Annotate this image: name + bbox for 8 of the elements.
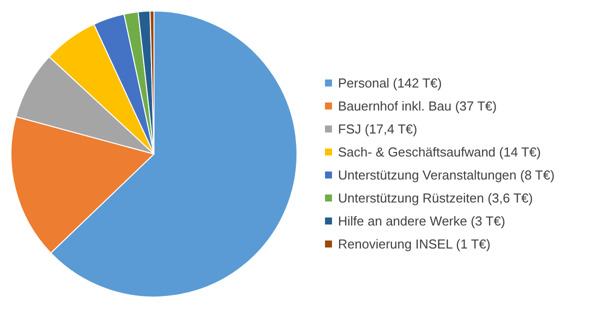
legend-label: Unterstützung Veranstaltungen (8 T€): [338, 168, 555, 182]
legend-label: Bauernhof inkl. Bau (37 T€): [338, 98, 497, 114]
legend-label: Sach- & Geschäftsaufwand (14 T€): [338, 144, 541, 160]
legend-label: Personal (142 T€): [338, 76, 442, 90]
legend-label: Unterstützung Rüstzeiten (3,6 T€): [338, 190, 533, 206]
legend-label: FSJ (17,4 T€): [338, 122, 418, 136]
legend-label: Renovierung INSEL (1 T€): [338, 236, 490, 252]
legend-label: Hilfe an andere Werke (3 T€): [338, 214, 506, 228]
